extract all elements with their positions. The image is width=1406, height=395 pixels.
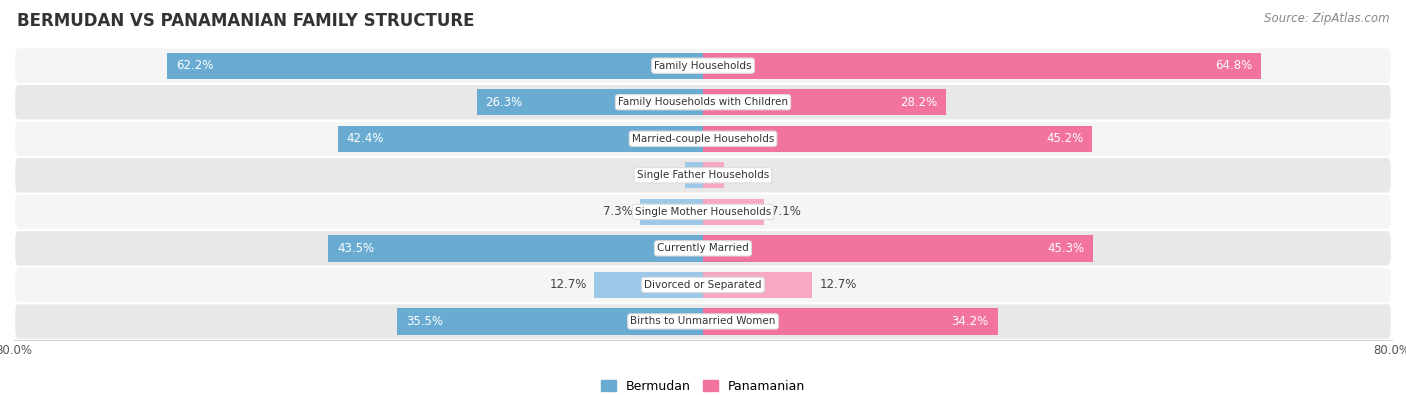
Text: 42.4%: 42.4% — [346, 132, 384, 145]
Text: 64.8%: 64.8% — [1215, 59, 1253, 72]
Bar — [703, 272, 813, 298]
Bar — [167, 53, 703, 79]
Text: Family Households with Children: Family Households with Children — [619, 97, 787, 107]
Bar — [703, 89, 946, 115]
Text: BERMUDAN VS PANAMANIAN FAMILY STRUCTURE: BERMUDAN VS PANAMANIAN FAMILY STRUCTURE — [17, 12, 474, 30]
FancyBboxPatch shape — [14, 120, 1392, 157]
Text: 35.5%: 35.5% — [406, 315, 443, 328]
Text: 12.7%: 12.7% — [820, 278, 856, 292]
Bar — [703, 199, 763, 225]
Bar — [685, 162, 703, 188]
FancyBboxPatch shape — [14, 303, 1392, 340]
Bar — [703, 126, 1092, 152]
Text: 45.2%: 45.2% — [1046, 132, 1084, 145]
Text: 28.2%: 28.2% — [900, 96, 938, 109]
Bar — [640, 199, 703, 225]
Bar — [337, 126, 703, 152]
Bar — [477, 89, 703, 115]
Bar — [703, 308, 997, 335]
FancyBboxPatch shape — [14, 47, 1392, 84]
FancyBboxPatch shape — [14, 194, 1392, 230]
Text: 45.3%: 45.3% — [1047, 242, 1084, 255]
Text: Single Mother Households: Single Mother Households — [636, 207, 770, 217]
Text: 2.4%: 2.4% — [731, 169, 761, 182]
Bar — [593, 272, 703, 298]
Bar — [703, 162, 724, 188]
Text: Married-couple Households: Married-couple Households — [631, 134, 775, 144]
Text: Births to Unmarried Women: Births to Unmarried Women — [630, 316, 776, 326]
FancyBboxPatch shape — [14, 84, 1392, 120]
Bar — [703, 235, 1092, 261]
Text: Family Households: Family Households — [654, 61, 752, 71]
Legend: Bermudan, Panamanian: Bermudan, Panamanian — [596, 375, 810, 395]
Text: 7.1%: 7.1% — [770, 205, 801, 218]
Bar — [398, 308, 703, 335]
Text: Single Father Households: Single Father Households — [637, 170, 769, 180]
FancyBboxPatch shape — [14, 230, 1392, 267]
Text: 2.1%: 2.1% — [648, 169, 678, 182]
Text: Currently Married: Currently Married — [657, 243, 749, 253]
Text: 26.3%: 26.3% — [485, 96, 523, 109]
Text: Divorced or Separated: Divorced or Separated — [644, 280, 762, 290]
Text: Source: ZipAtlas.com: Source: ZipAtlas.com — [1264, 12, 1389, 25]
Text: 62.2%: 62.2% — [176, 59, 214, 72]
FancyBboxPatch shape — [14, 157, 1392, 194]
Bar — [703, 53, 1261, 79]
Text: 7.3%: 7.3% — [603, 205, 633, 218]
Text: 12.7%: 12.7% — [550, 278, 586, 292]
Bar — [329, 235, 703, 261]
Text: 34.2%: 34.2% — [952, 315, 988, 328]
FancyBboxPatch shape — [14, 267, 1392, 303]
Text: 43.5%: 43.5% — [337, 242, 374, 255]
